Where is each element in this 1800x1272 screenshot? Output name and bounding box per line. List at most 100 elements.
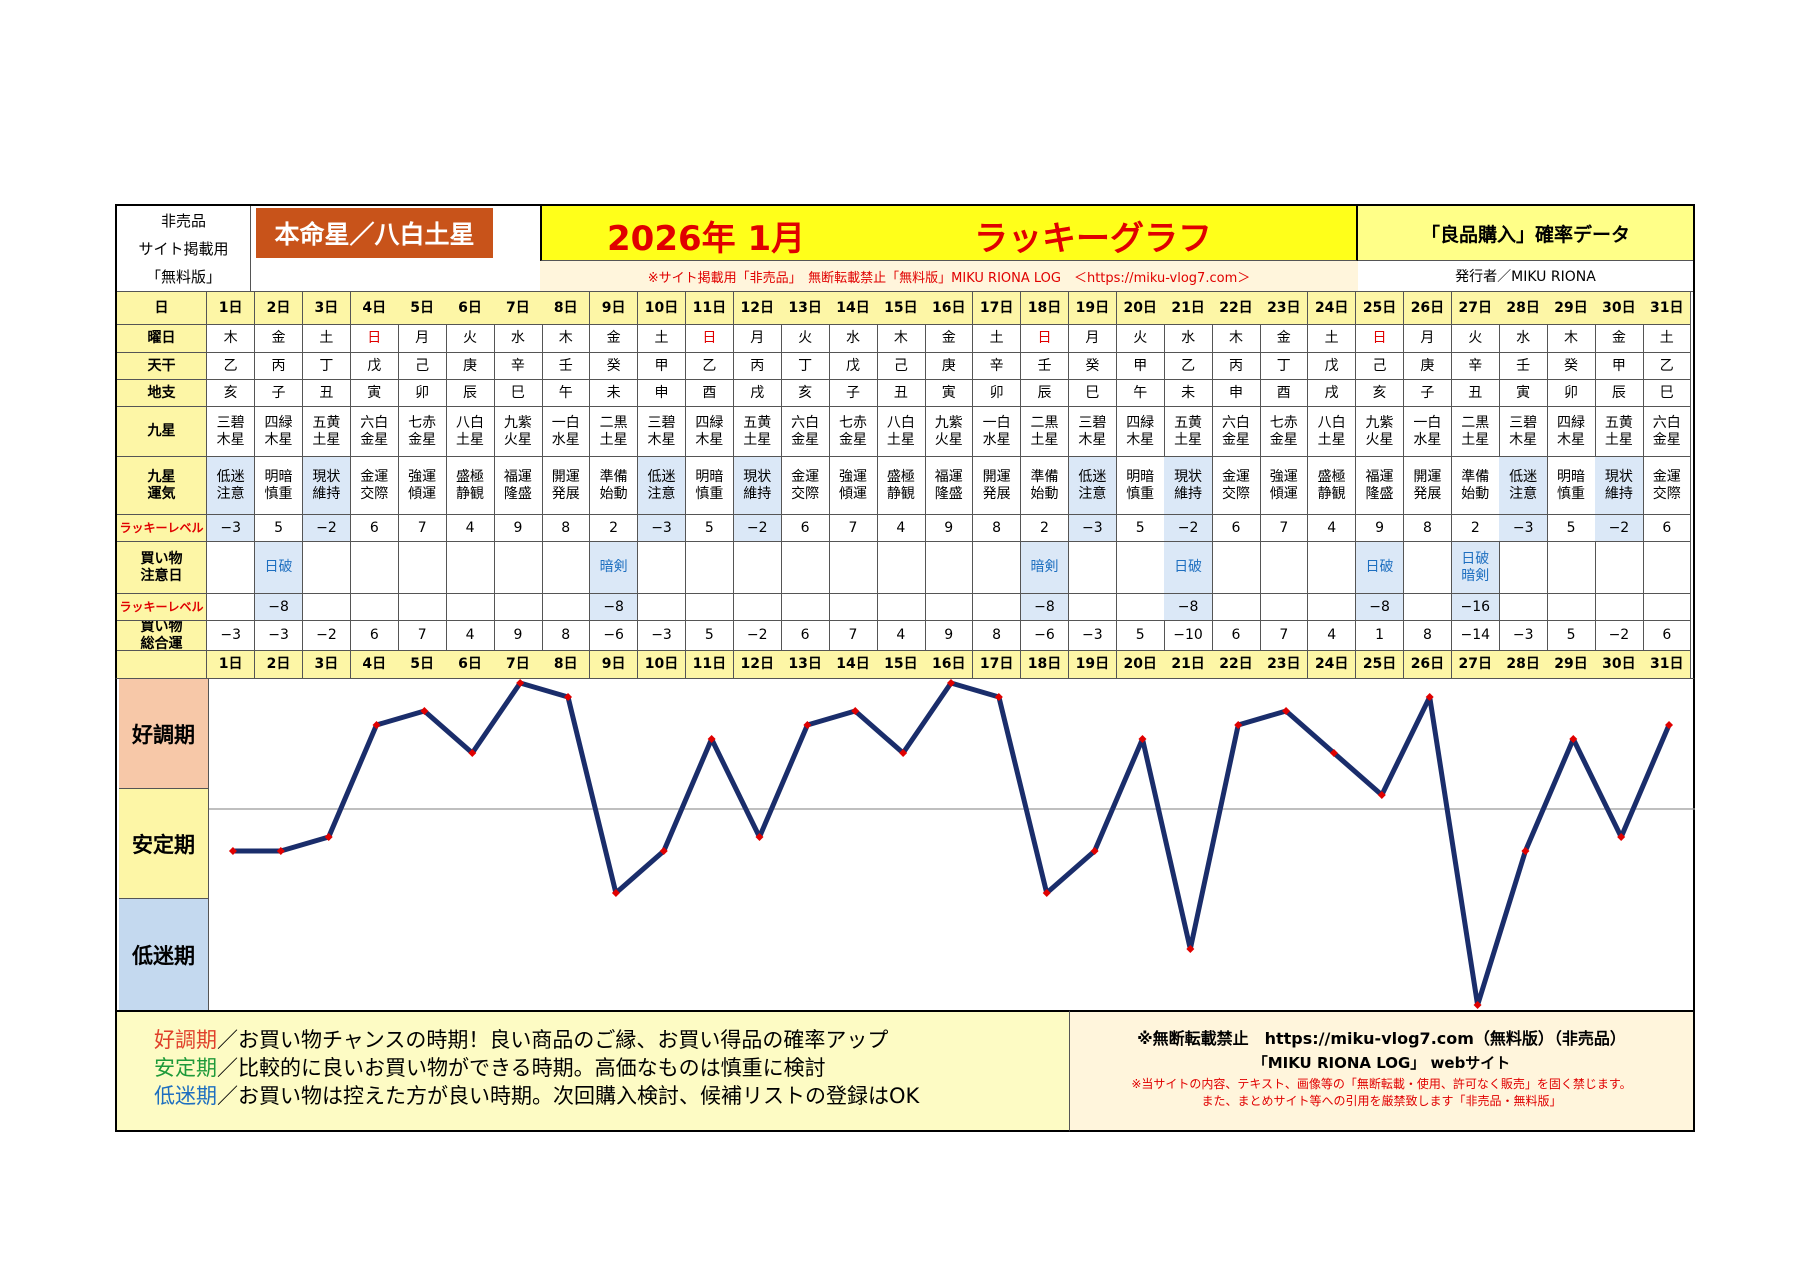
cell-unki-14: 強運 傾運 bbox=[829, 457, 878, 515]
cell-caution-1 bbox=[207, 542, 256, 594]
cell-unki-23: 強運 傾運 bbox=[1260, 457, 1309, 515]
cell-days-2: 2日 bbox=[254, 292, 304, 325]
cell-days-8: 8日 bbox=[542, 651, 591, 679]
cell-days-13: 13日 bbox=[781, 651, 830, 679]
cell-tenkan-31: 乙 bbox=[1643, 353, 1692, 380]
cell-unki-6: 盛極 静観 bbox=[446, 457, 495, 515]
cell-caution-18: 暗剣 bbox=[1020, 542, 1070, 594]
cell-lucky_level-12: −2 bbox=[733, 515, 782, 542]
cell-lucky_level2-16 bbox=[925, 594, 974, 621]
cell-tenkan-14: 戊 bbox=[829, 353, 878, 380]
cell-kyusei-14: 七赤 金星 bbox=[829, 407, 878, 457]
cell-unki-7: 福運 隆盛 bbox=[494, 457, 543, 515]
cell-lucky_level-11: 5 bbox=[685, 515, 735, 542]
cell-total-26: 8 bbox=[1403, 621, 1453, 651]
cell-days-3: 3日 bbox=[302, 651, 352, 679]
cell-caution-17 bbox=[972, 542, 1022, 594]
data-point-day-1 bbox=[228, 847, 237, 855]
cell-days-31: 31日 bbox=[1643, 292, 1692, 325]
cell-caution-20 bbox=[1116, 542, 1165, 594]
cell-chishi-15: 丑 bbox=[877, 380, 926, 407]
cell-chishi-29: 卯 bbox=[1547, 380, 1596, 407]
cell-caution-15 bbox=[877, 542, 926, 594]
cell-days-24: 24日 bbox=[1308, 651, 1357, 679]
cell-days-3: 3日 bbox=[302, 292, 352, 325]
cell-total-23: 7 bbox=[1260, 621, 1309, 651]
cell-lucky_level-30: −2 bbox=[1595, 515, 1644, 542]
cell-chishi-30: 辰 bbox=[1595, 380, 1644, 407]
cell-total-12: −2 bbox=[733, 621, 782, 651]
legend-stable: 安定期／比較的に良いお買い物ができる時期。高価なものは慎重に検討 bbox=[154, 1054, 1069, 1082]
cell-days-12: 12日 bbox=[733, 292, 782, 325]
data-point-day-13 bbox=[803, 721, 812, 729]
cell-lucky_level2-6 bbox=[446, 594, 495, 621]
cell-lucky_level-21: −2 bbox=[1164, 515, 1213, 542]
data-point-day-2 bbox=[276, 847, 285, 855]
cell-lucky_level-2: 5 bbox=[254, 515, 304, 542]
cell-days-1: 1日 bbox=[207, 651, 256, 679]
footer-line-2: 「MIKU RIONA LOG」 webサイト bbox=[1252, 1054, 1511, 1072]
cell-lucky_level-4: 6 bbox=[350, 515, 399, 542]
cell-chishi-5: 卯 bbox=[398, 380, 447, 407]
cell-chishi-18: 辰 bbox=[1020, 380, 1070, 407]
cell-weekdays-29: 木 bbox=[1547, 325, 1596, 353]
cell-tenkan-9: 癸 bbox=[589, 353, 639, 380]
cell-lucky_level-25: 9 bbox=[1355, 515, 1405, 542]
cell-lucky_level2-24 bbox=[1308, 594, 1357, 621]
row-label-day: 日 bbox=[117, 292, 207, 325]
cell-days-20: 20日 bbox=[1116, 651, 1165, 679]
cell-chishi-7: 巳 bbox=[494, 380, 543, 407]
cell-unki-9: 準備 始動 bbox=[589, 457, 639, 515]
cell-tenkan-25: 己 bbox=[1355, 353, 1405, 380]
cell-unki-18: 準備 始動 bbox=[1020, 457, 1070, 515]
cell-tenkan-19: 癸 bbox=[1068, 353, 1118, 380]
cell-weekdays-25: 日 bbox=[1355, 325, 1405, 353]
cell-weekdays-3: 土 bbox=[302, 325, 352, 353]
cell-weekdays-18: 日 bbox=[1020, 325, 1070, 353]
cell-lucky_level2-7 bbox=[494, 594, 543, 621]
cell-unki-17: 開運 発展 bbox=[972, 457, 1022, 515]
cell-weekdays-24: 土 bbox=[1308, 325, 1357, 353]
data-label-box: 「良品購入」確率データ bbox=[1358, 206, 1693, 261]
cell-total-6: 4 bbox=[446, 621, 495, 651]
year-month-title: 2026年 1月 bbox=[607, 219, 806, 259]
cell-kyusei-17: 一白 水星 bbox=[972, 407, 1022, 457]
cell-lucky_level-22: 6 bbox=[1212, 515, 1261, 542]
cell-tenkan-16: 庚 bbox=[925, 353, 974, 380]
cell-chishi-9: 未 bbox=[589, 380, 639, 407]
zone-low: 低迷期 bbox=[119, 899, 209, 1011]
chart-area: 好調期 安定期 低迷期 bbox=[115, 678, 1695, 1011]
cell-days-5: 5日 bbox=[398, 292, 447, 325]
cell-total-25: 1 bbox=[1355, 621, 1405, 651]
cell-lucky_level-27: 2 bbox=[1451, 515, 1500, 542]
cell-chishi-19: 巳 bbox=[1068, 380, 1118, 407]
legend-low-text: ／お買い物は控えた方が良い時期。次回購入検討、候補リストの登録はOK bbox=[217, 1084, 920, 1108]
zone-good: 好調期 bbox=[119, 679, 209, 789]
cell-days-19: 19日 bbox=[1068, 651, 1118, 679]
cell-days-16: 16日 bbox=[925, 292, 974, 325]
title-banner: 2026年 1月 ラッキーグラフ bbox=[540, 206, 1358, 261]
cell-caution-24 bbox=[1308, 542, 1357, 594]
cell-unki-10: 低迷 注意 bbox=[637, 457, 687, 515]
cell-total-18: −6 bbox=[1020, 621, 1070, 651]
cell-days-15: 15日 bbox=[877, 292, 926, 325]
cell-days-24: 24日 bbox=[1308, 292, 1357, 325]
cell-days-7: 7日 bbox=[494, 292, 543, 325]
data-point-day-28 bbox=[1521, 847, 1530, 855]
cell-days-6: 6日 bbox=[446, 292, 495, 325]
cell-tenkan-30: 甲 bbox=[1595, 353, 1644, 380]
data-point-day-20 bbox=[1138, 735, 1147, 743]
cell-weekdays-1: 木 bbox=[207, 325, 256, 353]
cell-tenkan-24: 戊 bbox=[1308, 353, 1357, 380]
cell-total-11: 5 bbox=[685, 621, 735, 651]
cell-unki-8: 開運 発展 bbox=[542, 457, 591, 515]
cell-days-28: 28日 bbox=[1499, 651, 1548, 679]
cell-total-20: 5 bbox=[1116, 621, 1165, 651]
cell-chishi-8: 午 bbox=[542, 380, 591, 407]
cell-lucky_level2-9: −8 bbox=[589, 594, 639, 621]
cell-days-17: 17日 bbox=[972, 292, 1022, 325]
cell-kyusei-2: 四緑 木星 bbox=[254, 407, 304, 457]
cell-kyusei-11: 四緑 木星 bbox=[685, 407, 735, 457]
row-label-chishi: 地支 bbox=[117, 380, 207, 407]
cell-caution-2: 日破 bbox=[254, 542, 304, 594]
